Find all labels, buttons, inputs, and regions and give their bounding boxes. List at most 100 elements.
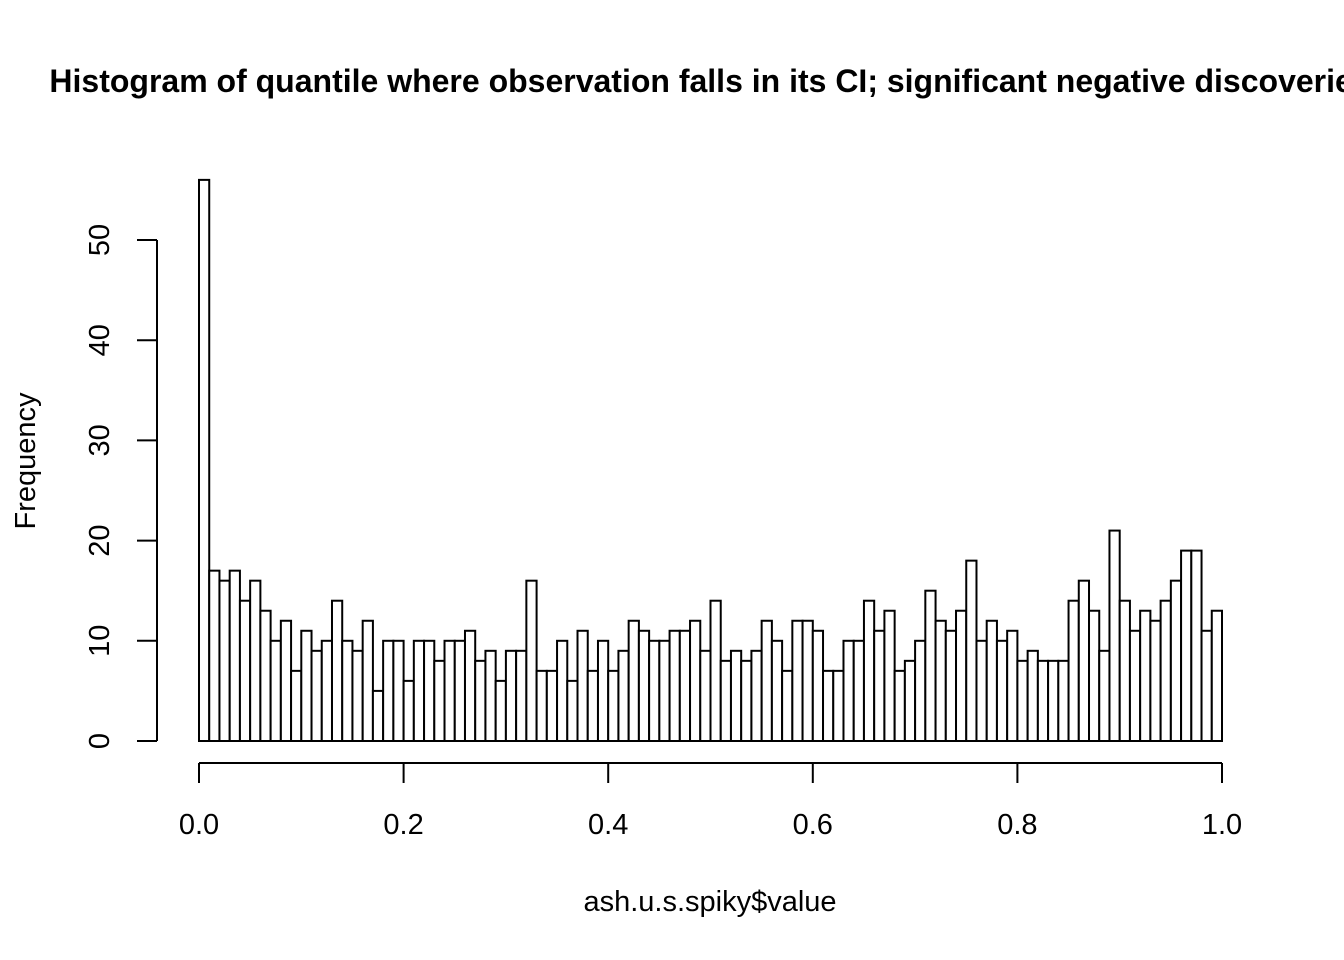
histogram-bar [668, 629, 681, 743]
histogram-bar [504, 649, 518, 743]
histogram-bar [740, 659, 753, 743]
histogram-bar [842, 639, 855, 742]
histogram-bar [351, 649, 364, 743]
histogram-bar [852, 639, 865, 742]
histogram-bar [1149, 619, 1162, 743]
histogram-bar [218, 579, 231, 742]
histogram-bar [566, 679, 579, 743]
histogram-bar [433, 659, 446, 743]
histogram-bar [637, 629, 651, 743]
x-tick-label: 0.2 [383, 809, 423, 841]
histogram-bar [300, 629, 313, 743]
histogram-bar [1108, 529, 1121, 743]
histogram-bar [1006, 629, 1019, 743]
histogram-bar [341, 639, 354, 742]
histogram-bar [412, 639, 426, 742]
histogram-bar [750, 649, 763, 743]
histogram-bar [228, 569, 241, 742]
histogram-bar [1088, 609, 1101, 742]
histogram-bar [1118, 599, 1131, 742]
x-tick-label: 0.4 [588, 809, 628, 841]
histogram-bar [453, 639, 466, 742]
y-tick-label: 20 [84, 524, 116, 556]
histogram-bar [423, 639, 436, 742]
y-axis-label: Frequency [10, 392, 42, 530]
histogram-bar [719, 659, 732, 743]
histogram-bar [320, 639, 333, 742]
histogram-bar [443, 639, 456, 742]
histogram-bar [576, 629, 589, 743]
x-tick-label: 1.0 [1202, 809, 1242, 841]
histogram-bar [238, 599, 252, 742]
histogram-bar [545, 669, 559, 742]
histogram-bar [596, 639, 610, 742]
histogram-bar [463, 629, 477, 743]
histogram-bar [1067, 599, 1080, 742]
histogram-bar [729, 649, 743, 743]
histogram-bar [1190, 549, 1203, 742]
histogram-bar [627, 619, 640, 743]
histogram-bar [903, 659, 917, 743]
histogram-bar [811, 629, 825, 743]
histogram-bar [198, 178, 211, 742]
chart-title: Histogram of quantile where observation … [49, 63, 1344, 99]
histogram-bar [1036, 659, 1050, 743]
histogram-bar [648, 639, 661, 742]
histogram-bar [556, 639, 569, 742]
histogram-bar [924, 589, 937, 743]
histogram-bar [1159, 599, 1172, 742]
histogram-bar [689, 619, 702, 743]
histogram-bar [484, 649, 497, 743]
histogram-bar [801, 619, 814, 743]
histogram-bar [290, 669, 303, 742]
histogram-bar [474, 659, 487, 743]
x-tick-label: 0.8 [997, 809, 1037, 841]
histogram-bar [402, 679, 415, 743]
histogram-bar [361, 619, 374, 743]
histogram-bar [1016, 659, 1029, 743]
histogram-bar [883, 609, 896, 742]
histogram-bar [330, 599, 344, 742]
histogram-bar [760, 619, 773, 743]
histogram-bar [1169, 579, 1183, 742]
histogram-bar [791, 619, 804, 743]
histogram-bar [862, 599, 876, 742]
histogram-bar [995, 639, 1009, 742]
histogram-bar [249, 579, 262, 742]
histogram-bar [944, 629, 958, 743]
histogram-bar [515, 649, 528, 743]
x-tick-label: 0.6 [793, 809, 833, 841]
y-axis: 0 10 20 30 40 50 [84, 224, 158, 749]
histogram-bar [586, 669, 599, 742]
y-tick-label: 40 [84, 324, 116, 356]
histogram-bar [208, 569, 221, 742]
histogram-bar [1200, 629, 1213, 743]
histogram-bar [832, 669, 845, 742]
histogram-bar [770, 639, 784, 742]
histogram-bar [1098, 649, 1111, 743]
histogram-bar [1210, 609, 1224, 742]
histogram-bar [371, 689, 385, 743]
histogram-bar [525, 579, 538, 742]
histogram-bar [607, 669, 620, 742]
y-tick-label: 10 [84, 625, 116, 657]
y-tick-label: 50 [84, 224, 116, 256]
histogram-bar [279, 619, 293, 743]
histogram-bars [198, 178, 1224, 743]
x-tick-label: 0.0 [179, 809, 219, 841]
histogram-bar [1047, 659, 1060, 743]
histogram-bar [934, 619, 947, 743]
histogram-bar [1077, 579, 1091, 742]
histogram-bar [382, 639, 395, 742]
histogram-bar [893, 669, 906, 742]
histogram-bar [699, 649, 712, 743]
y-tick-label: 0 [84, 733, 116, 749]
histogram-bar [975, 639, 988, 742]
histogram-bar [259, 609, 272, 742]
histogram-bar [269, 639, 282, 742]
histogram-bar [1180, 549, 1193, 742]
x-axis-label: ash.u.s.spiky$value [583, 886, 836, 918]
histogram-bar [658, 639, 671, 742]
histogram-bar [873, 629, 886, 743]
